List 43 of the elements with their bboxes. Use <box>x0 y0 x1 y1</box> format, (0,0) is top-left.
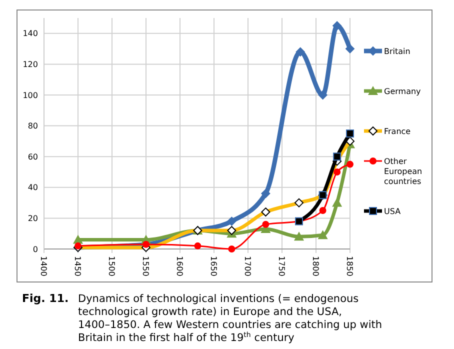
legend-label: France <box>384 126 411 136</box>
point <box>332 21 342 30</box>
point <box>261 189 270 198</box>
point <box>333 152 342 161</box>
point <box>334 168 341 176</box>
y-tick-label: 60 <box>28 152 38 162</box>
point <box>332 198 342 207</box>
x-tick-label: 1800 <box>311 256 320 276</box>
point <box>296 47 305 56</box>
point <box>346 44 354 54</box>
point <box>318 230 328 240</box>
text: Fig. 11. <box>22 292 69 305</box>
x-tick-label: 1600 <box>175 256 184 276</box>
legend-label: Other European countries <box>384 156 422 186</box>
y-tick-label: 80 <box>28 122 38 131</box>
point <box>74 242 82 250</box>
x-tick-label: 1450 <box>73 256 82 276</box>
point <box>346 160 354 168</box>
y-tick-label: 120 <box>22 60 38 69</box>
x-tick-label: 1700 <box>243 256 252 276</box>
point <box>228 246 236 252</box>
y-tick-label: 0 <box>32 244 38 254</box>
x-tick-label: 1750 <box>277 256 286 276</box>
x-tick-label: 1650 <box>209 256 218 276</box>
y-tick-label: 100 <box>22 90 38 100</box>
x-tick-label: 1850 <box>345 256 354 276</box>
point <box>227 216 236 226</box>
legend-label: Germany <box>384 86 422 96</box>
point <box>346 130 354 138</box>
y-tick-label: 140 <box>22 29 38 38</box>
y-tick-label: 20 <box>28 214 38 223</box>
point <box>194 242 202 250</box>
x-tick-label: 1550 <box>141 256 150 276</box>
legend-label: Britain <box>384 46 410 56</box>
point <box>318 90 328 100</box>
point <box>294 232 304 241</box>
point <box>319 207 326 214</box>
x-tick-label: 1400 <box>39 256 48 276</box>
y-tick-label: 40 <box>28 183 38 192</box>
legend-label: USA <box>384 206 402 216</box>
x-tick-label: 1500 <box>107 256 116 276</box>
text: Dynamics of technological inventions (= endogenous technological growth rate) in Europe and the USA, 1400–1850. A few Western countries are catching up with Britain in the first half of the 19$^{th}$ century <box>78 293 382 344</box>
point <box>262 220 270 228</box>
